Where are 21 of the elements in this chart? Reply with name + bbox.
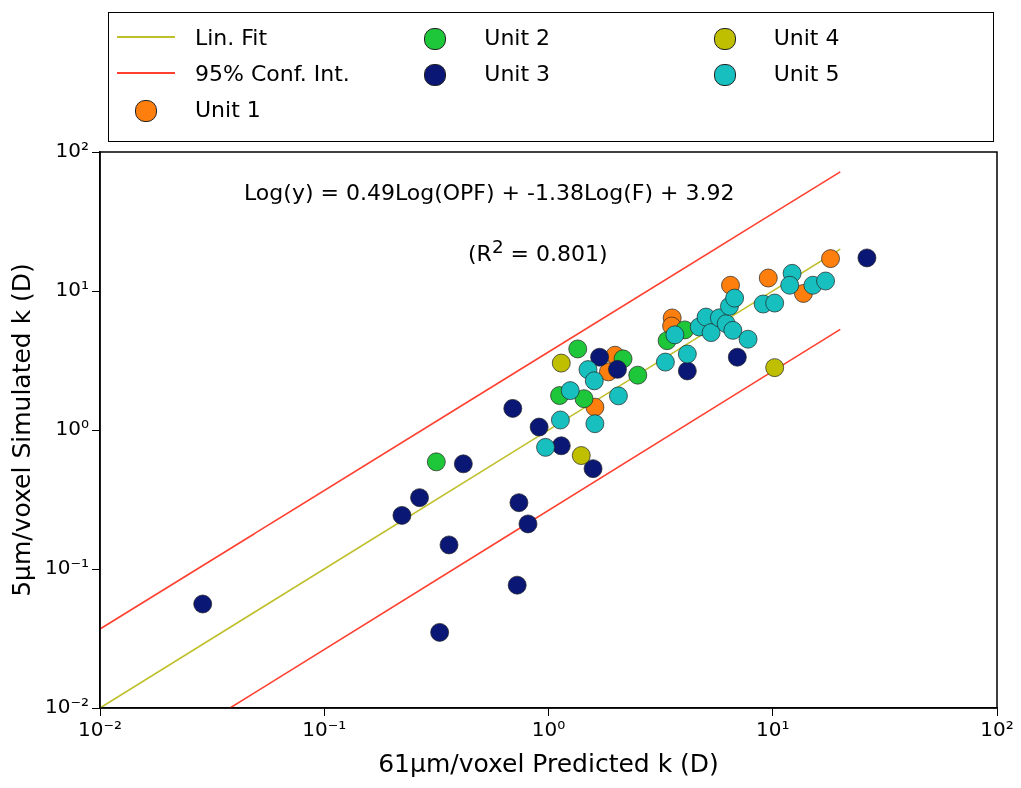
legend-label: Unit 4 [773, 24, 840, 50]
x-axis-title: 61μm/voxel Predicted k (D) [378, 748, 719, 778]
y-tick-label: 10² [55, 138, 90, 163]
y-tick-label: 10⁻¹ [44, 555, 90, 580]
x-tick-label: 10⁻¹ [302, 717, 347, 742]
y-tick-label: 10⁰ [55, 416, 90, 441]
x-tick-label: 10¹ [756, 717, 790, 742]
legend-label: Unit 3 [484, 60, 551, 86]
legend-label: Unit 2 [484, 24, 551, 50]
legend-label: Lin. Fit [195, 24, 268, 50]
legend-label: 95% Conf. Int. [195, 60, 350, 86]
y-tick-label: 10¹ [55, 277, 90, 302]
annotation: (R$^{2}$ = 0.801) [466, 236, 610, 267]
annotation: Log(y) = 0.49Log(OPF) + -1.38Log(F) + 3.92 [242, 180, 737, 205]
x-tick-label: 10⁻² [78, 717, 123, 742]
y-tick-label: 10⁻² [44, 694, 90, 719]
y-axis-title: 5μm/voxel Simulated k (D) [6, 263, 36, 597]
legend-label: Unit 1 [195, 96, 261, 122]
x-tick-label: 10² [980, 717, 1014, 742]
legend-label: Unit 5 [773, 60, 840, 86]
x-tick-label: 10⁰ [531, 717, 566, 742]
